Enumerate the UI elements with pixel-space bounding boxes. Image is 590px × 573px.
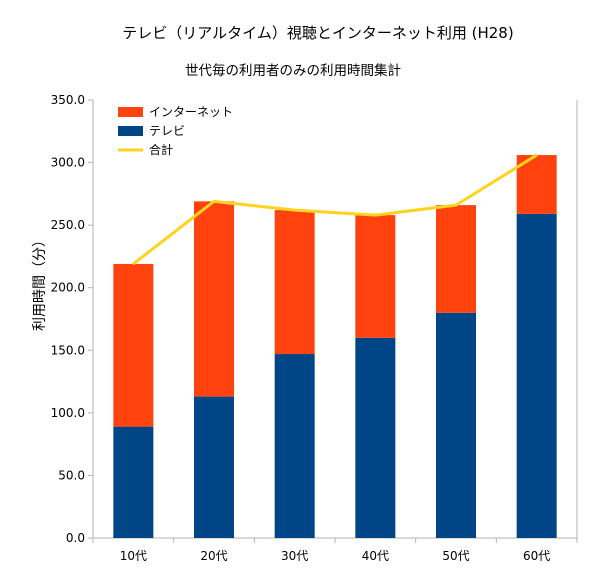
total-point <box>132 262 135 265</box>
y-tick-label: 300.0 <box>51 156 85 170</box>
x-tick-label: 30代 <box>281 549 308 563</box>
chart-title: テレビ（リアルタイム）視聴とインターネット利用 (H28) <box>122 24 513 42</box>
y-tick-label: 0.0 <box>66 531 85 545</box>
total-point <box>535 154 538 157</box>
bar-internet <box>274 210 315 355</box>
bar-internet <box>355 215 396 338</box>
bar-internet <box>113 263 154 427</box>
x-tick-label: 10代 <box>120 549 147 563</box>
x-tick-label: 20代 <box>200 549 227 563</box>
total-point <box>293 209 296 212</box>
bar-internet <box>436 205 476 313</box>
legend-swatch <box>118 107 143 117</box>
legend-label: テレビ <box>149 124 185 138</box>
plot-area <box>92 100 578 539</box>
legend-label: インターネット <box>149 105 233 119</box>
x-tick-label: 60代 <box>523 549 550 563</box>
total-line <box>132 153 538 266</box>
y-tick-label: 250.0 <box>51 218 85 232</box>
bar-tv <box>516 213 557 538</box>
x-tick-label: 50代 <box>442 549 469 563</box>
y-tick-label: 50.0 <box>58 468 85 482</box>
bar-tv <box>436 312 476 538</box>
x-axis-ticks: 10代 20代 30代 40代 50代 60代 <box>92 538 578 563</box>
y-axis-ticks: 0.0 50.0 100.0 150.0 200.0 250.0 300.0 350.0 <box>51 93 93 545</box>
bar-series <box>113 155 557 538</box>
bar-tv <box>194 396 234 538</box>
chart-subtitle: 世代毎の利用者のみの利用時間集計 <box>185 63 401 79</box>
legend-swatch <box>118 126 143 136</box>
y-tick-label: 350.0 <box>51 93 85 107</box>
x-tick-label: 40代 <box>362 549 389 563</box>
total-point <box>213 200 215 203</box>
total-point <box>455 204 457 207</box>
legend-label: 合計 <box>149 142 173 157</box>
y-axis-title: 利用時間（分） <box>32 233 48 331</box>
bar-tv <box>113 426 154 538</box>
bar-tv <box>274 354 315 538</box>
bar-tv <box>355 337 396 538</box>
y-tick-label: 150.0 <box>51 343 85 357</box>
bar-internet <box>194 201 234 397</box>
y-tick-label: 200.0 <box>51 281 85 295</box>
total-point <box>374 214 377 217</box>
y-tick-label: 100.0 <box>51 406 85 420</box>
line-series <box>132 153 538 266</box>
